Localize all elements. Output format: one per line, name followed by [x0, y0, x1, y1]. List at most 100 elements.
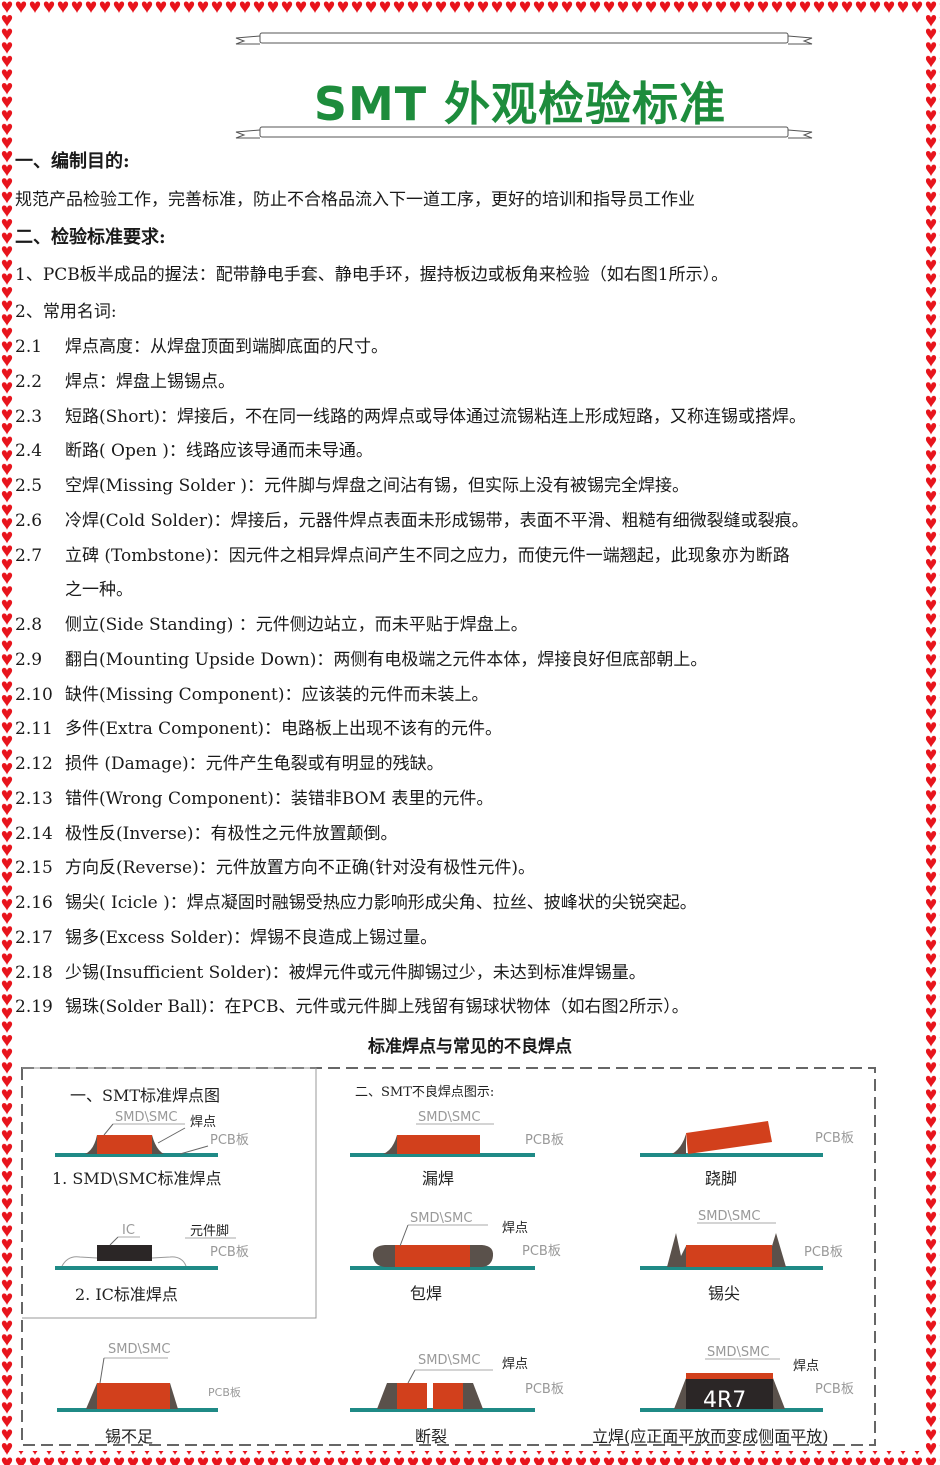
title-banner — [235, 32, 813, 139]
label-smd: SMD\SMC — [410, 1211, 472, 1226]
left-title: 一、SMT标准焊点图 — [70, 1086, 220, 1105]
term-text: 错件(Wrong Component)：装错非BOM 表里的元件。 — [65, 789, 494, 809]
term-number: 2.19 — [15, 997, 53, 1017]
label-smd: SMD\SMC — [418, 1353, 480, 1368]
label-joint: 焊点 — [793, 1358, 819, 1374]
term-item: 2.8 侧立(Side Standing) ：元件侧边站立，而未平贴于焊盘上。 — [15, 614, 528, 636]
term-number: 2.1 — [15, 337, 43, 357]
term-item: 2.9 翻白(Mounting Upside Down)：两侧有电极端之元件本体，… — [15, 649, 707, 671]
label-smd: SMD\SMC — [698, 1209, 760, 1224]
caption-insufficient: 锡不足 — [105, 1427, 153, 1446]
diagram-standard: SMD\SMC 焊点 PCB板 1. SMD\SMC标准焊点 — [52, 1110, 249, 1188]
caption-icicle: 锡尖 — [708, 1284, 740, 1303]
term-text: 焊点：焊盘上锡锡点。 — [65, 372, 235, 392]
label-pcb: PCB板 — [815, 1131, 854, 1146]
label-smd: SMD\SMC — [115, 1110, 177, 1125]
term-number: 2.7 — [15, 546, 43, 566]
term-item: 2.3 短路(Short)：焊接后，不在同一线路的两焊点或导体通过流锡粘连上形成短… — [15, 406, 806, 428]
diagram-tombstone: 4R7 SMD\SMC 焊点 PCB板 立焊(应正面平放而变成侧面平放) — [592, 1345, 854, 1446]
item-2: 2、常用名词: — [15, 302, 117, 322]
term-number: 2.8 — [15, 615, 43, 635]
term-number: 2.13 — [15, 789, 53, 809]
diagram-lifted: PCB板 跷脚 — [640, 1121, 854, 1188]
term-number: 2.9 — [15, 650, 43, 670]
term-text: 翻白(Mounting Upside Down)：两侧有电极端之元件本体，焊接良… — [65, 650, 708, 670]
term-item: 2.17 锡多(Excess Solder)：焊锡不良造成上锡过量。 — [15, 927, 437, 949]
caption-missing: 漏焊 — [422, 1169, 454, 1188]
term-item: 2.13 错件(Wrong Component)：装错非BOM 表里的元件。 — [15, 788, 493, 810]
term-item: 2.14 极性反(Inverse)：有极性之元件放置颠倒。 — [15, 823, 398, 845]
label-pcb: PCB板 — [525, 1133, 564, 1148]
term-text: 缺件(Missing Component)：应该装的元件而未装上。 — [65, 685, 489, 705]
term-number: 2.5 — [15, 476, 43, 496]
label-pcb: PCB板 — [804, 1245, 843, 1260]
label-smd: SMD\SMC — [707, 1345, 769, 1360]
term-item: 2.10 缺件(Missing Component)：应该装的元件而未装上。 — [15, 684, 489, 706]
figure-dashed-box — [21, 1067, 876, 1446]
term-text: 侧立(Side Standing) ：元件侧边站立，而未平贴于焊盘上。 — [65, 615, 528, 635]
term-item: 2.4 断路( Open )：线路应该导通而未导通。 — [15, 440, 373, 462]
term-number: 2.12 — [15, 754, 53, 774]
label-pcb: PCB板 — [815, 1382, 854, 1397]
page-title: SMT 外观检验标准 — [313, 77, 727, 131]
term-number: 2.16 — [15, 893, 53, 913]
term-text: 多件(Extra Component)：电路板上出现不该有的元件。 — [65, 719, 503, 739]
term-number: 2.6 — [15, 511, 43, 531]
term-number: 2.18 — [15, 963, 53, 983]
term-item: 2.18 少锡(Insufficient Solder)：被焊元件或元件脚锡过少，… — [15, 962, 646, 984]
term-continuation: 之一种。 — [65, 580, 133, 600]
label-joint: 焊点 — [502, 1356, 528, 1372]
caption-lifted: 跷脚 — [705, 1169, 737, 1188]
diagram-ic: IC 元件脚 PCB板 2. IC标准焊点 — [55, 1223, 249, 1304]
chip-marking: 4R7 — [703, 1388, 746, 1413]
term-item: 2.12 损件 (Damage)：元件产生龟裂或有明显的残缺。 — [15, 753, 444, 775]
item-1: 1、PCB板半成品的握法：配带静电手套、静电手环，握持板边或板角来检验（如右图1… — [15, 265, 729, 285]
caption-tombstone: 立焊(应正面平放而变成侧面平放) — [592, 1427, 829, 1446]
section2-heading: 二、检验标准要求: — [15, 227, 166, 248]
term-text: 立碑 (Tombstone)：因元件之相异焊点间产生不同之应力，而使元件一端翘起… — [65, 546, 790, 566]
term-text: 冷焊(Cold Solder)：焊接后，元器件焊点表面未形成锡带，表面不平滑、粗… — [65, 511, 809, 531]
term-item: 2.16 锡尖( Icicle )：焊点凝固时融锡受热应力影响形成尖角、拉丝、披峰… — [15, 892, 697, 914]
label-pcb: PCB板 — [208, 1385, 241, 1399]
diagram-icicle: SMD\SMC PCB板 锡尖 — [640, 1209, 843, 1303]
term-number: 2.15 — [15, 858, 53, 878]
term-item: 2.7 立碑 (Tombstone)：因元件之相异焊点间产生不同之应力，而使元件一… — [15, 545, 790, 567]
term-number: 2.17 — [15, 928, 53, 948]
caption-ic-standard: 2. IC标准焊点 — [75, 1285, 178, 1304]
term-item: 2.15 方向反(Reverse)：元件放置方向不正确(针对没有极性元件)。 — [15, 857, 535, 879]
term-text: 空焊(Missing Solder )：元件脚与焊盘之间沾有锡，但实际上没有被锡… — [65, 476, 690, 496]
label-pcb: PCB板 — [525, 1382, 564, 1397]
diagram-insufficient: SMD\SMC PCB板 锡不足 — [57, 1342, 241, 1446]
label-pin: 元件脚 — [190, 1223, 229, 1239]
right-title: 二、SMT不良焊点图示: — [355, 1084, 494, 1100]
label-joint: 焊点 — [502, 1220, 528, 1236]
term-text: 短路(Short)：焊接后，不在同一线路的两焊点或导体通过流锡粘连上形成短路，又… — [65, 407, 807, 427]
term-number: 2.10 — [15, 685, 53, 705]
label-pcb: PCB板 — [522, 1244, 561, 1259]
term-text: 锡珠(Solder Ball)：在PCB、元件或元件脚上残留有锡球状物体（如右图… — [65, 997, 689, 1017]
term-number: 2.11 — [15, 719, 53, 739]
figure-caption: 标准焊点与常见的不良焊点 — [368, 1037, 572, 1057]
section1-body: 规范产品检验工作，完善标准，防止不合格品流入下一道工序，更好的培训和指导员工作业 — [15, 190, 695, 210]
label-smd: SMD\SMC — [418, 1110, 480, 1125]
term-text: 锡尖( Icicle )：焊点凝固时融锡受热应力影响形成尖角、拉丝、披峰状的尖锐… — [65, 893, 697, 913]
caption-standard: 1. SMD\SMC标准焊点 — [52, 1169, 222, 1188]
label-joint: 焊点 — [190, 1114, 216, 1130]
term-number: 2.3 — [15, 407, 43, 427]
label-pcb: PCB板 — [210, 1245, 249, 1260]
term-number: 2.14 — [15, 824, 53, 844]
label-ic: IC — [122, 1223, 135, 1238]
term-text: 焊点高度：从焊盘顶面到端脚底面的尺寸。 — [65, 337, 388, 357]
term-item: 2.2 焊点：焊盘上锡锡点。 — [15, 371, 235, 393]
term-item: 2.11 多件(Extra Component)：电路板上出现不该有的元件。 — [15, 718, 502, 740]
term-text: 极性反(Inverse)：有极性之元件放置颠倒。 — [65, 824, 398, 844]
label-pcb: PCB板 — [210, 1133, 249, 1148]
term-text: 方向反(Reverse)：元件放置方向不正确(针对没有极性元件)。 — [65, 858, 535, 878]
term-number: 2.2 — [15, 372, 43, 392]
term-text: 锡多(Excess Solder)：焊锡不良造成上锡过量。 — [65, 928, 438, 948]
label-smd: SMD\SMC — [108, 1342, 170, 1357]
term-text: 少锡(Insufficient Solder)：被焊元件或元件脚锡过少，未达到标… — [65, 963, 646, 983]
diagram-wrapped: SMD\SMC 焊点 PCB板 包焊 — [350, 1211, 561, 1303]
